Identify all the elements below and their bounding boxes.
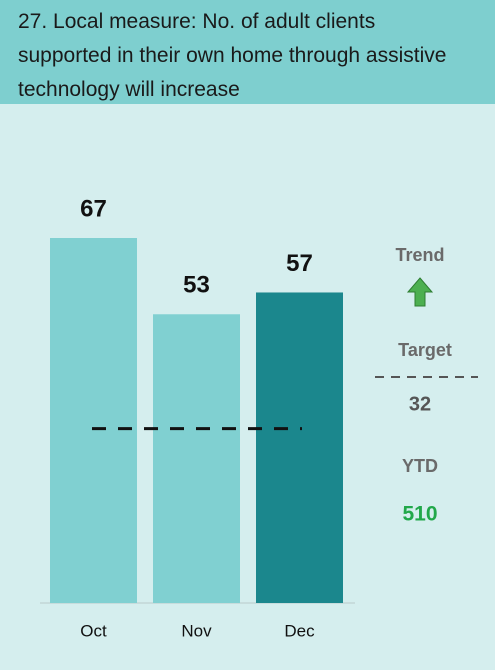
chart-title: 27. Local measure: No. of adult clients … [18, 10, 447, 101]
target-value: 32 [409, 393, 431, 415]
target-label: Target [398, 340, 452, 360]
trend-arrow [406, 277, 434, 307]
ytd-label: YTD [402, 456, 438, 476]
bar [50, 238, 137, 603]
x-tick-label: Oct [80, 621, 107, 640]
x-tick-label: Dec [284, 621, 315, 640]
value-label: 67 [80, 195, 107, 222]
bar [256, 292, 343, 603]
trend-label: Trend [395, 245, 444, 265]
value-label: 57 [286, 250, 313, 277]
x-tick-label: Nov [181, 621, 212, 640]
ytd-value: 510 [402, 503, 437, 526]
bar [153, 314, 240, 603]
header: 27. Local measure: No. of adult clients … [0, 0, 495, 104]
value-label: 53 [183, 272, 210, 299]
